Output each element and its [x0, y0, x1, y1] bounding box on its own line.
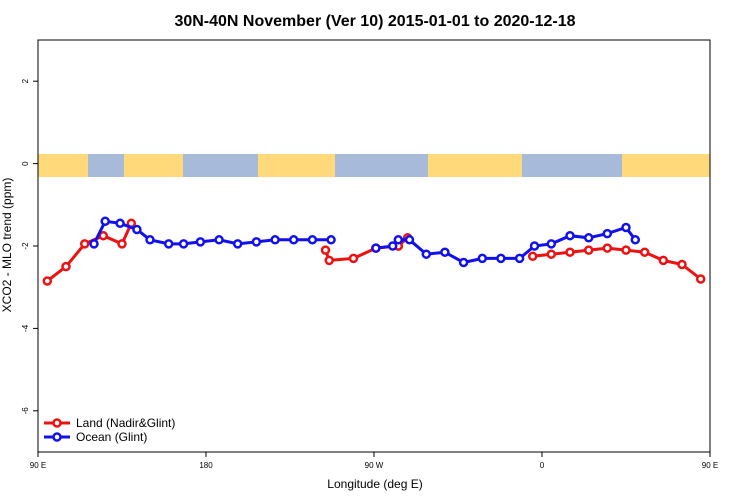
land-nadir-glint-point	[658, 255, 669, 266]
ocean-glint-point	[195, 237, 206, 247]
y-tick-label: -4	[21, 324, 30, 332]
land-nadir-glint-point	[42, 276, 53, 286]
band-land	[124, 154, 183, 177]
land-nadir-glint-point	[621, 245, 631, 255]
ocean-glint-point	[145, 235, 155, 245]
land-nadir-glint-point	[61, 261, 71, 272]
ocean-glint-point	[163, 239, 174, 249]
ocean-glint-point	[630, 235, 641, 245]
x-tick-label: 90 E	[30, 461, 46, 470]
land-nadir-glint-point	[546, 249, 557, 259]
land-nadir-glint-point	[98, 230, 109, 241]
ocean-glint-point	[602, 228, 613, 239]
land-nadir-glint-line	[532, 246, 702, 281]
ocean-glint-point	[270, 235, 280, 245]
ocean-glint-point	[307, 235, 318, 245]
y-tick-label: 2	[21, 78, 30, 83]
band-land	[258, 154, 335, 177]
ocean-glint-point	[326, 235, 336, 245]
x-tick-label: 0	[540, 461, 545, 470]
ocean-glint-point	[565, 230, 575, 241]
ocean-glint-point	[387, 241, 398, 251]
ocean-glint-point	[288, 235, 299, 245]
ocean-glint-point	[214, 235, 224, 245]
ocean-glint-point	[421, 249, 432, 259]
legend-marker-land-nadir-glint	[52, 418, 62, 428]
land-nadir-glint-point	[348, 253, 359, 264]
ocean-glint-line	[375, 225, 637, 265]
ocean-glint-point	[621, 222, 631, 233]
legend: Land (Nadir&Glint)Ocean (Glint)	[44, 416, 175, 444]
ocean-glint-point	[100, 216, 110, 227]
land-nadir-glint-point	[320, 245, 331, 255]
legend-label-ocean-glint: Ocean (Glint)	[76, 430, 147, 444]
ocean-glint-point	[458, 257, 469, 268]
ocean-glint-point	[477, 253, 488, 264]
ocean-glint-point	[404, 235, 415, 245]
ocean-glint-point	[529, 241, 540, 251]
land-nadir-glint-point	[602, 243, 613, 253]
ocean-glint-point	[178, 239, 189, 249]
band-land	[38, 154, 88, 177]
ocean-glint-point	[115, 218, 125, 229]
y-axis-label: XCO2 - MLO trend (ppm)	[0, 178, 14, 313]
band-land	[622, 154, 710, 177]
x-tick-label: 90 W	[365, 461, 384, 470]
legend-label-land-nadir-glint: Land (Nadir&Glint)	[76, 416, 175, 430]
land-nadir-glint-point	[324, 255, 334, 266]
y-tick-label: -6	[21, 407, 30, 415]
ocean-glint-point	[546, 239, 557, 249]
land-nadir-glint-point	[527, 251, 538, 262]
ocean-glint-point	[132, 224, 142, 235]
band-ocean	[38, 154, 710, 177]
band-land	[428, 154, 522, 177]
ocean-glint-point	[440, 247, 450, 257]
map-band	[38, 154, 710, 177]
ocean-glint-point	[371, 243, 381, 253]
land-nadir-glint-point	[583, 245, 594, 255]
land-nadir-glint-point	[639, 247, 650, 257]
x-axis-label: Longitude (deg E)	[327, 477, 422, 491]
x-tick-label: 180	[199, 461, 213, 470]
ocean-glint-point	[583, 233, 594, 243]
land-nadir-glint-point	[117, 239, 127, 249]
land-nadir-glint-point	[695, 274, 706, 284]
ocean-glint-point	[514, 253, 525, 264]
ocean-glint-point	[496, 253, 506, 264]
y-tick-label: 0	[21, 161, 30, 166]
ocean-glint-point	[251, 237, 262, 247]
ocean-glint-point	[393, 235, 404, 245]
ocean-glint-point	[232, 239, 243, 249]
land-nadir-glint-line	[46, 222, 133, 283]
chart-title: 30N-40N November (Ver 10) 2015-01-01 to …	[174, 13, 575, 30]
land-nadir-glint-point	[677, 259, 687, 270]
x-tick-label: 90 E	[702, 461, 718, 470]
legend-marker-ocean-glint	[52, 432, 62, 442]
land-nadir-glint-point	[565, 247, 575, 257]
series-layer	[42, 216, 706, 286]
land-nadir-glint-point	[79, 239, 90, 249]
y-tick-label: -2	[21, 242, 30, 250]
ocean-glint-point	[89, 239, 99, 249]
